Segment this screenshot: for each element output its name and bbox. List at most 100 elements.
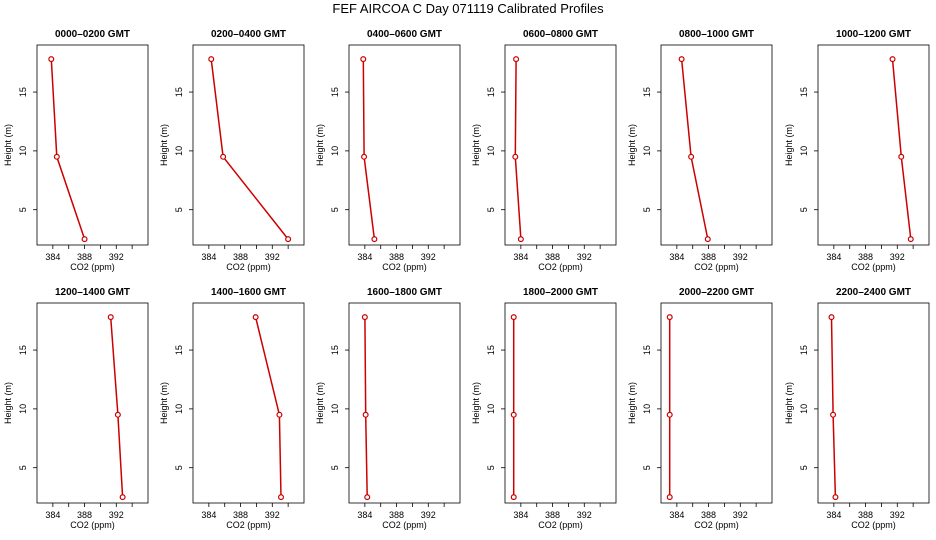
panel-8: 1400–1600 GMT 384 388 392 5 10 15 CO2 (ppm) Heig… bbox=[159, 287, 305, 530]
panel-title: 1800–2000 GMT bbox=[523, 287, 598, 298]
profile-line bbox=[891, 59, 912, 240]
y-tick-label: 5 bbox=[799, 207, 809, 212]
y-tick-label: 5 bbox=[799, 465, 809, 470]
panel-4: 0600–0800 GMT 384 388 392 5 10 15 CO2 (ppm) Heig… bbox=[471, 29, 617, 272]
data-point bbox=[830, 411, 837, 418]
x-tick-label: 392 bbox=[265, 510, 280, 520]
x-tick-label: 388 bbox=[545, 252, 560, 262]
profile-line bbox=[254, 316, 282, 498]
data-point bbox=[666, 314, 673, 321]
data-point bbox=[278, 494, 285, 501]
data-point bbox=[512, 153, 519, 160]
y-tick-label: 15 bbox=[18, 87, 28, 97]
x-tick-label: 392 bbox=[733, 510, 748, 520]
data-point bbox=[510, 494, 517, 501]
data-point bbox=[362, 411, 369, 418]
data-point bbox=[107, 314, 114, 321]
panel-frame bbox=[192, 302, 305, 504]
x-tick-label: 384 bbox=[201, 510, 216, 520]
x-axis-label: CO2 (ppm) bbox=[851, 262, 896, 272]
y-tick-label: 15 bbox=[642, 345, 652, 355]
panel-3: 0400–0600 GMT 384 388 392 5 10 15 CO2 (ppm) Heig… bbox=[315, 29, 461, 272]
data-point bbox=[510, 411, 517, 418]
y-tick-label: 15 bbox=[799, 345, 809, 355]
y-tick-label: 10 bbox=[486, 146, 496, 156]
data-point bbox=[114, 411, 121, 418]
x-tick-label: 388 bbox=[545, 510, 560, 520]
y-tick-label: 10 bbox=[174, 146, 184, 156]
panel-frame bbox=[348, 44, 461, 246]
panel-frame bbox=[504, 44, 617, 246]
x-tick-label: 388 bbox=[233, 252, 248, 262]
x-axis-label: CO2 (ppm) bbox=[382, 262, 427, 272]
panel-frame bbox=[660, 44, 773, 246]
y-tick-label: 5 bbox=[486, 207, 496, 212]
y-tick-label: 15 bbox=[486, 87, 496, 97]
x-axis-label: CO2 (ppm) bbox=[694, 520, 739, 530]
x-axis-label: CO2 (ppm) bbox=[226, 520, 271, 530]
data-point bbox=[276, 411, 283, 418]
y-tick-label: 15 bbox=[330, 87, 340, 97]
data-point bbox=[364, 494, 371, 501]
y-tick-label: 5 bbox=[174, 465, 184, 470]
data-point bbox=[361, 314, 368, 321]
data-point bbox=[832, 494, 839, 501]
profile-line bbox=[362, 59, 376, 240]
y-axis-label: Height (m) bbox=[159, 382, 169, 424]
x-tick-label: 392 bbox=[890, 510, 905, 520]
data-point bbox=[252, 314, 259, 321]
x-tick-label: 388 bbox=[701, 510, 716, 520]
y-tick-label: 10 bbox=[486, 404, 496, 414]
panel-title: 0000–0200 GMT bbox=[55, 29, 130, 40]
x-tick-label: 388 bbox=[77, 252, 92, 262]
panels-group: 0000–0200 GMT 384 388 392 5 10 15 CO2 (ppm) Heig… bbox=[3, 29, 930, 530]
x-axis-label: CO2 (ppm) bbox=[70, 520, 115, 530]
data-point bbox=[704, 236, 711, 243]
profile-line bbox=[514, 59, 522, 240]
x-tick-label: 392 bbox=[577, 510, 592, 520]
y-tick-label: 10 bbox=[18, 146, 28, 156]
panel-6: 1000–1200 GMT 384 388 392 5 10 15 CO2 (ppm) Heig… bbox=[784, 29, 930, 272]
data-point bbox=[678, 56, 685, 63]
x-tick-label: 384 bbox=[513, 252, 528, 262]
x-tick-label: 388 bbox=[701, 252, 716, 262]
panel-title: 1400–1600 GMT bbox=[211, 287, 286, 298]
y-tick-label: 5 bbox=[18, 465, 28, 470]
data-point bbox=[81, 236, 88, 243]
panel-frame bbox=[192, 44, 305, 246]
x-tick-label: 388 bbox=[858, 510, 873, 520]
x-tick-label: 384 bbox=[669, 510, 684, 520]
data-point bbox=[907, 236, 914, 243]
data-point bbox=[220, 153, 227, 160]
panel-title: 1000–1200 GMT bbox=[836, 29, 911, 40]
panel-frame bbox=[36, 44, 149, 246]
panel-1: 0000–0200 GMT 384 388 392 5 10 15 CO2 (ppm) Heig… bbox=[3, 29, 149, 272]
y-axis-label: Height (m) bbox=[471, 124, 481, 166]
data-point bbox=[666, 494, 673, 501]
x-tick-label: 384 bbox=[826, 510, 841, 520]
panel-title: 0800–1000 GMT bbox=[679, 29, 754, 40]
y-axis-label: Height (m) bbox=[3, 124, 13, 166]
data-point bbox=[828, 314, 835, 321]
y-axis-label: Height (m) bbox=[627, 382, 637, 424]
x-tick-label: 392 bbox=[265, 252, 280, 262]
y-tick-label: 5 bbox=[642, 207, 652, 212]
profile-line bbox=[680, 59, 709, 240]
panel-title: 1600–1800 GMT bbox=[367, 287, 442, 298]
y-axis-label: Height (m) bbox=[784, 124, 794, 166]
y-axis-label: Height (m) bbox=[471, 382, 481, 424]
panel-title: 0600–0800 GMT bbox=[523, 29, 598, 40]
panel-12: 2200–2400 GMT 384 388 392 5 10 15 CO2 (ppm) Heig… bbox=[784, 287, 930, 530]
y-tick-label: 10 bbox=[330, 146, 340, 156]
panel-frame bbox=[348, 302, 461, 504]
x-tick-label: 384 bbox=[45, 510, 60, 520]
x-tick-label: 388 bbox=[389, 252, 404, 262]
x-tick-label: 384 bbox=[826, 252, 841, 262]
panel-title: 0200–0400 GMT bbox=[211, 29, 286, 40]
x-axis-label: CO2 (ppm) bbox=[538, 520, 583, 530]
data-point bbox=[361, 153, 368, 160]
y-tick-label: 5 bbox=[330, 207, 340, 212]
data-point bbox=[208, 56, 215, 63]
y-tick-label: 15 bbox=[486, 345, 496, 355]
x-tick-label: 388 bbox=[77, 510, 92, 520]
